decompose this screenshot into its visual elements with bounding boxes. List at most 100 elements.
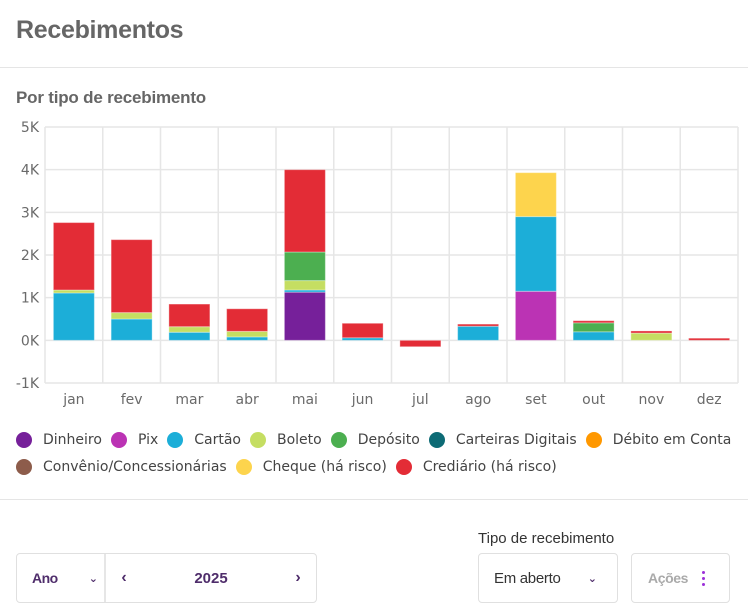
y-tick-label: 0K [21,333,40,349]
x-tick-label: jun [351,392,374,408]
chart-legend: Dinheiro Pix Cartão Boleto Depósito Carteiras… [16,426,746,480]
legend-item[interactable]: Pix [110,431,159,448]
bar-segment-dinheiro-mai[interactable] [283,291,326,341]
bar-segment-pix-set[interactable] [514,290,557,341]
tipo-recebimento-label: Tipo de recebimento [478,530,615,547]
period-type-select[interactable]: Ano ⌄ [17,554,106,602]
y-tick-label: 3K [21,205,40,221]
legend-item[interactable]: Convênio/Concessionárias [16,458,227,475]
legend-color-dot-icon [250,431,266,448]
bar-segment-credi-rio-h-risco--ago[interactable] [457,323,500,327]
x-tick-label: fev [121,392,143,408]
year-value: 2025 [194,569,228,587]
legend-label: Crediário (há risco) [422,458,557,475]
bar-segment-boleto-abr[interactable] [226,330,269,338]
bar-segment-credi-rio-h-risco--jul[interactable] [399,339,442,348]
legend-item[interactable]: Débito em Conta [585,431,732,448]
legend-label: Débito em Conta [612,431,732,448]
bar-segment-cheque-h-risco--set[interactable] [514,172,557,218]
bar-segment-cart-o-mar[interactable] [168,331,211,341]
bar-segment-dep-sito-mai[interactable] [283,251,326,282]
bar-segment-credi-rio-h-risco--fev[interactable] [110,239,153,314]
page-title: Recebimentos [16,16,184,44]
legend-label: Convênio/Concessionárias [43,458,227,475]
x-tick-label: abr [236,392,259,408]
legend-row: Dinheiro Pix Cartão Boleto Depósito Carteiras… [16,426,746,453]
kebab-menu-icon [702,570,706,586]
y-tick-label: 5K [21,120,40,136]
legend-color-dot-icon [16,458,32,475]
legend-color-dot-icon [428,431,445,448]
x-tick-label: nov [639,392,665,408]
legend-color-dot-icon [330,431,347,448]
bar-segment-credi-rio-h-risco--nov[interactable] [630,330,673,334]
legend-label: Dinheiro [43,431,102,448]
bar-segment-credi-rio-h-risco--mai[interactable] [283,169,326,253]
legend-color-dot-icon [235,458,252,475]
x-tick-label: mai [292,392,318,408]
x-tick-label: mar [175,392,203,408]
header-divider [0,67,748,68]
bar-segment-boleto-mai[interactable] [283,280,326,291]
period-type-value: Ano [32,570,58,586]
legend-color-dot-icon [16,431,32,448]
actions-button[interactable]: Ações [631,553,730,603]
year-navigator: ‹ 2025 › [106,554,316,602]
legend-item[interactable]: Cheque (há risco) [235,458,387,475]
legend-label: Pix [137,431,159,448]
bar-segment-cart-o-jan[interactable] [52,292,95,341]
legend-row: Convênio/Concessionárias Cheque (há risco… [16,453,746,480]
y-tick-label: 4K [21,163,40,179]
x-tick-label: jul [411,392,429,408]
legend-item[interactable]: Cartão [167,431,241,448]
legend-color-dot-icon [395,458,412,475]
x-tick-label: dez [697,392,722,408]
bar-segment-credi-rio-h-risco--jun[interactable] [341,322,384,339]
bar-segment-cart-o-fev[interactable] [110,318,153,341]
legend-item[interactable]: Dinheiro [16,431,102,448]
bar-segment-credi-rio-h-risco--dez[interactable] [688,337,731,341]
legend-label: Cartão [194,431,241,448]
bar-segment-boleto-mar[interactable] [168,326,211,333]
legend-label: Boleto [277,431,322,448]
bar-segment-cart-o-out[interactable] [572,331,615,341]
x-tick-label: set [525,392,547,408]
legend-item[interactable]: Carteiras Digitais [428,431,577,448]
chevron-down-icon: ⌄ [587,572,597,585]
bar-segment-cart-o-abr[interactable] [226,336,269,341]
bar-segment-boleto-fev[interactable] [110,312,153,320]
bar-segment-boleto-nov[interactable] [630,332,673,341]
bar-segment-credi-rio-h-risco--jan[interactable] [52,222,95,291]
legend-label: Cheque (há risco) [262,458,387,475]
legend-label: Depósito [357,431,420,448]
x-tick-label: jan [62,392,84,408]
chevron-down-icon: ⌄ [88,572,98,585]
legend-item[interactable]: Crediário (há risco) [395,458,557,475]
chevron-left-icon[interactable]: ‹ [121,569,127,586]
bar-segment-cart-o-ago[interactable] [457,325,500,341]
bar-segment-dep-sito-out[interactable] [572,322,615,333]
x-tick-label: ago [465,392,491,408]
legend-label: Carteiras Digitais [455,431,577,448]
y-tick-label: 2K [21,248,40,264]
legend-item[interactable]: Depósito [330,431,420,448]
bar-segment-cart-o-set[interactable] [514,216,557,292]
bar-segment-credi-rio-h-risco--out[interactable] [572,320,615,324]
bar-segment-credi-rio-h-risco--mar[interactable] [168,303,211,328]
tipo-recebimento-select[interactable]: Em aberto ⌄ [478,553,618,603]
footer-divider [0,499,748,500]
actions-label: Ações [648,570,689,586]
stacked-bar-chart: -1K 0K 1K 2K 3K 4K 5K jan fev mar abr mai jun jul ago s… [16,120,739,408]
period-filter: Ano ⌄ ‹ 2025 › [16,553,317,603]
y-tick-label: -1K [16,376,40,392]
tipo-recebimento-value: Em aberto [494,569,561,587]
y-tick-label: 1K [21,291,40,307]
legend-color-dot-icon [585,431,602,448]
chart-title: Por tipo de recebimento [16,88,206,107]
legend-color-dot-icon [110,431,127,448]
legend-color-dot-icon [167,431,184,448]
bar-segment-credi-rio-h-risco--abr[interactable] [226,308,269,332]
chevron-right-icon[interactable]: › [295,569,301,586]
x-tick-label: out [582,392,605,408]
legend-item[interactable]: Boleto [250,431,322,448]
